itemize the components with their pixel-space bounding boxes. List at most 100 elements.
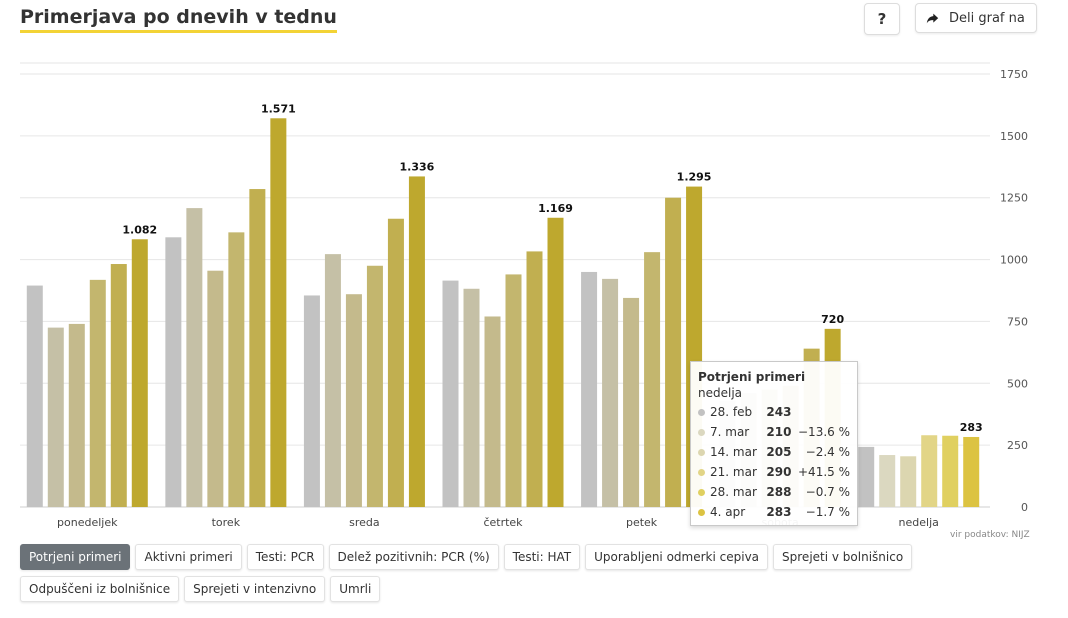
bar: [345, 294, 362, 507]
tooltip-rows: 28. feb 243 7. mar 210 −13.6 % 14. mar 205 −2.4…: [698, 402, 850, 522]
x-category-label: torek: [212, 516, 241, 529]
data-label: 1.336: [400, 160, 435, 173]
y-tick-label: 250: [1007, 439, 1028, 452]
tooltip-date: 28. feb: [710, 405, 753, 419]
help-button[interactable]: ?: [864, 3, 900, 35]
tooltip-row: 4. apr 283 −1.7 %: [698, 502, 850, 522]
data-label: 1.571: [261, 102, 296, 115]
series-dot-icon: [698, 488, 705, 496]
tab-9[interactable]: Umrli: [330, 576, 381, 602]
x-category-label: četrtek: [483, 516, 523, 529]
tooltip-value: 288: [766, 485, 792, 499]
tab-7[interactable]: Odpuščeni iz bolnišnice: [20, 576, 180, 602]
bar: [644, 252, 661, 507]
y-tick-label: 0: [1021, 501, 1028, 514]
bar: [484, 316, 501, 507]
tooltip-value: 283: [766, 505, 792, 519]
tooltip-date: 4. apr: [710, 505, 746, 519]
bar: [131, 239, 148, 507]
y-tick-label: 1000: [1000, 254, 1028, 267]
tooltip-date: 21. mar: [710, 465, 757, 479]
tab-3[interactable]: Delež pozitivnih: PCR (%): [328, 544, 499, 570]
tooltip-change: −13.6 %: [798, 425, 850, 439]
bar: [581, 271, 598, 507]
tooltip-value: 205: [766, 445, 792, 459]
bar: [900, 456, 917, 507]
tooltip-row: 28. feb 243: [698, 402, 850, 422]
data-label: 1.082: [122, 223, 157, 236]
bar: [463, 288, 480, 507]
series-dot-icon: [698, 468, 705, 476]
y-tick-label: 500: [1007, 377, 1028, 390]
bar: [879, 455, 896, 507]
tab-2[interactable]: Testi: PCR: [246, 544, 324, 570]
series-dot-icon: [698, 428, 705, 436]
tooltip-row: 7. mar 210 −13.6 %: [698, 422, 850, 442]
tab-6[interactable]: Sprejeti v bolnišnico: [773, 544, 913, 570]
tab-0[interactable]: Potrjeni primeri: [20, 544, 131, 570]
tooltip-value: 210: [766, 425, 792, 439]
tab-8[interactable]: Sprejeti v intenzivno: [184, 576, 326, 602]
bar: [26, 285, 43, 507]
bar: [165, 237, 182, 507]
tooltip-value: 243: [766, 405, 792, 419]
series-dot-icon: [698, 448, 705, 456]
y-tick-label: 1250: [1000, 192, 1028, 205]
y-tick-label: 1500: [1000, 130, 1028, 143]
tooltip-date: 7. mar: [710, 425, 750, 439]
data-label: 720: [821, 313, 844, 326]
bar: [526, 251, 543, 507]
tooltip-change: −0.7 %: [805, 485, 850, 499]
tooltip-value: 290: [766, 465, 792, 479]
tooltip-title: Potrjeni primeri: [698, 370, 806, 384]
bar: [324, 254, 341, 507]
tab-1[interactable]: Aktivni primeri: [135, 544, 242, 570]
tooltip-row: 14. mar 205 −2.4 %: [698, 442, 850, 462]
share-button-label: Deli graf na: [949, 10, 1025, 26]
data-label: 1.169: [538, 202, 573, 215]
tooltip-change: +41.5 %: [798, 465, 850, 479]
chart-tooltip: Potrjeni primeri nedelja 28. feb 243 7. ma…: [690, 361, 858, 526]
tab-4[interactable]: Testi: HAT: [503, 544, 581, 570]
bar: [186, 208, 203, 507]
bar: [665, 197, 682, 507]
bar: [270, 118, 287, 508]
bar: [623, 297, 640, 507]
bar: [89, 279, 106, 507]
series-dot-icon: [698, 508, 705, 516]
share-button[interactable]: Deli graf na: [915, 3, 1037, 33]
series-dot-icon: [698, 408, 705, 416]
x-category-label: sreda: [349, 516, 380, 529]
page-title: Primerjava po dnevih v tednu: [20, 6, 337, 33]
y-tick-label: 750: [1007, 315, 1028, 328]
tooltip-subtitle: nedelja: [698, 386, 743, 400]
bar: [387, 218, 404, 507]
bar: [303, 295, 320, 507]
bar: [207, 270, 224, 507]
bar: [228, 232, 245, 507]
y-tick-label: 1750: [1000, 68, 1028, 81]
bar: [110, 264, 127, 507]
x-category-label: petek: [626, 516, 658, 529]
tooltip-row: 28. mar 288 −0.7 %: [698, 482, 850, 502]
bar: [858, 446, 875, 507]
tooltip-row: 21. mar 290 +41.5 %: [698, 462, 850, 482]
bar: [547, 217, 564, 508]
bar: [408, 176, 425, 507]
tooltip-change: −1.7 %: [805, 505, 850, 519]
tab-5[interactable]: Uporabljeni odmerki cepiva: [585, 544, 769, 570]
data-label: 283: [960, 421, 983, 434]
metric-tabs: Potrjeni primeri Aktivni primeri Testi: PC…: [20, 544, 1020, 602]
tooltip-date: 28. mar: [710, 485, 757, 499]
tooltip-date: 14. mar: [710, 445, 757, 459]
bar: [921, 435, 938, 507]
bar: [366, 265, 383, 507]
x-category-label: ponedeljek: [57, 516, 118, 529]
data-label: 1.295: [677, 171, 712, 184]
share-arrow-icon: [926, 13, 939, 23]
x-category-label: nedelja: [899, 516, 939, 529]
bar: [942, 435, 959, 507]
bar: [602, 278, 619, 507]
bar-chart: 0 250 500 750 1000 1250 1500 1750 1.082 ponedelje…: [20, 62, 1028, 529]
bar: [505, 274, 522, 507]
